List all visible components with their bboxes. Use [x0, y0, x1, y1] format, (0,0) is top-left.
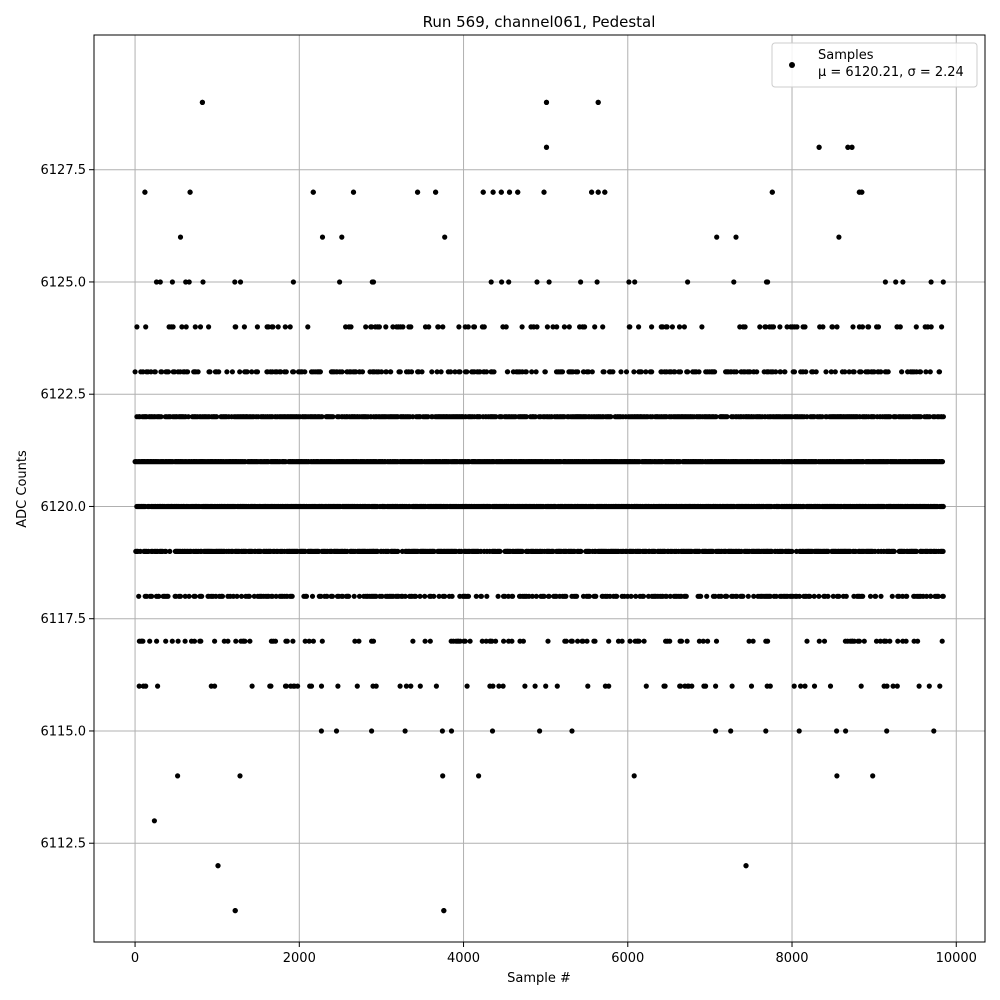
scatter-point — [310, 189, 316, 195]
scatter-point — [845, 144, 851, 150]
scatter-point — [187, 189, 193, 195]
data-points — [132, 99, 947, 914]
scatter-point — [589, 189, 595, 195]
scatter-point — [769, 189, 775, 195]
scatter-point — [215, 863, 221, 869]
scatter-point — [142, 189, 148, 195]
scatter-point — [490, 189, 496, 195]
scatter-point — [433, 189, 439, 195]
scatter-point — [350, 189, 357, 195]
y-tick-label: 6125.0 — [41, 275, 87, 290]
scatter-point — [595, 99, 601, 105]
scatter-point — [602, 189, 608, 195]
scatter-point — [515, 189, 521, 195]
x-axis-label: Sample # — [507, 971, 571, 986]
legend-series-name: Samples — [818, 48, 874, 63]
scatter-point — [480, 189, 486, 195]
legend-marker — [789, 62, 795, 68]
scatter-point — [849, 144, 855, 150]
scatter-point — [816, 144, 822, 150]
y-axis-label: ADC Counts — [15, 450, 30, 528]
scatter-point — [232, 907, 238, 914]
scatter-point — [498, 189, 504, 195]
scatter-point — [541, 189, 547, 195]
y-tick-label: 6127.5 — [41, 163, 87, 178]
scatter-point — [506, 189, 513, 195]
scatter-point — [543, 99, 550, 105]
scatter-point — [859, 189, 865, 195]
x-tick-label: 8000 — [775, 951, 808, 966]
y-tick-label: 6122.5 — [41, 388, 87, 403]
legend-box — [771, 42, 978, 88]
x-tick-label: 2000 — [283, 951, 316, 966]
y-tick-label: 6112.5 — [41, 837, 87, 852]
legend: Samples μ = 6120.21, σ = 2.24 — [771, 42, 978, 88]
y-tick-label: 6115.0 — [41, 724, 87, 739]
x-axis-ticks: 0 2000 4000 6000 8000 10000 — [131, 942, 977, 966]
scatter-point — [743, 863, 749, 869]
plot-frame — [93, 34, 986, 943]
x-tick-label: 6000 — [611, 951, 644, 966]
y-tick-label: 6120.0 — [41, 500, 87, 515]
y-axis-ticks: 6112.5 6115.0 6117.5 6120.0 6122.5 6125.0 6127… — [41, 163, 94, 852]
scatter-point — [414, 189, 421, 195]
chart-title: Run 569, channel061, Pedestal — [423, 13, 656, 31]
x-tick-label: 4000 — [447, 951, 480, 966]
x-tick-label: 10000 — [936, 951, 977, 966]
legend-series-stats: μ = 6120.21, σ = 2.24 — [818, 65, 964, 80]
y-tick-label: 6117.5 — [41, 612, 87, 627]
scatter-point — [543, 144, 550, 150]
scatter-point — [199, 99, 205, 105]
scatter-points — [132, 99, 947, 914]
x-tick-label: 0 — [131, 951, 139, 966]
scatter-point — [595, 189, 601, 195]
scatter-point — [441, 907, 447, 914]
